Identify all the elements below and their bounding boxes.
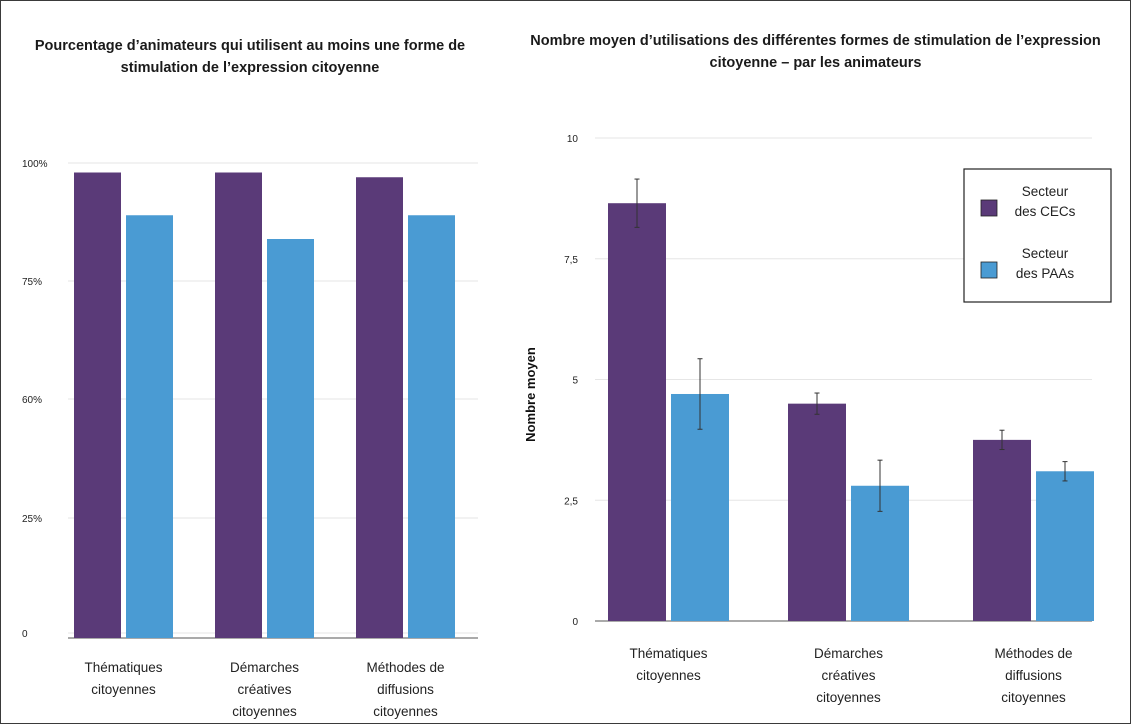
category-label: Méthodes de (366, 660, 444, 675)
category-label: Thématiques (84, 660, 162, 675)
bar (74, 172, 121, 638)
average-chart-panel: Nombre moyen d’utilisations des différen… (500, 0, 1131, 724)
category-label: diffusions (377, 682, 434, 697)
category-label: diffusions (1005, 668, 1062, 683)
percentage-chart: 100% 75% 60% 25% 0 Thématiques citoyennes Démar… (22, 159, 478, 719)
category-label: Thématiques (629, 646, 707, 661)
bar (215, 172, 262, 638)
legend-label: Secteur (1022, 184, 1069, 199)
percentage-chart-panel: Pourcentage d’animateurs qui utilisent a… (0, 0, 500, 724)
y-tick-label: 0 (572, 617, 578, 628)
y-tick-label: 5 (572, 376, 578, 387)
category-label: Démarches (814, 646, 883, 661)
bar (973, 439, 1031, 621)
y-tick-label: 2,5 (564, 496, 578, 507)
category-label: citoyennes (816, 690, 881, 705)
category-label: créatives (821, 668, 875, 683)
category-label: citoyennes (1001, 690, 1066, 705)
bar (356, 177, 403, 638)
bar (267, 239, 314, 638)
legend-label: des CECs (1015, 204, 1076, 219)
bar (788, 403, 846, 621)
category-label: Démarches (230, 660, 299, 675)
legend-label: des PAAs (1016, 266, 1075, 281)
category-label: créatives (237, 682, 291, 697)
category-label: citoyennes (232, 704, 297, 719)
legend-box (963, 168, 1112, 303)
bar (1036, 471, 1094, 621)
bar (608, 203, 666, 621)
legend-swatch (980, 261, 998, 279)
y-tick-label: 10 (567, 134, 579, 145)
legend-swatch (980, 199, 998, 217)
bar (408, 215, 455, 638)
average-chart-title: Nombre moyen d’utilisations des différen… (530, 33, 1101, 71)
average-chart: 10 7,5 5 2,5 0 Nombre moyen Thématiques citoyen… (523, 134, 1112, 705)
y-tick-label: 75% (22, 277, 42, 288)
y-tick-label: 25% (22, 514, 42, 525)
percentage-chart-title: Pourcentage d’animateurs qui utilisent a… (34, 38, 466, 76)
category-label: citoyennes (636, 668, 701, 683)
legend-label: Secteur (1022, 246, 1069, 261)
bar (126, 215, 173, 638)
category-label: Méthodes de (994, 646, 1072, 661)
y-axis-title: Nombre moyen (523, 347, 538, 442)
bar (671, 393, 729, 621)
y-tick-label: 7,5 (564, 255, 578, 266)
category-label: citoyennes (373, 704, 438, 719)
y-tick-label: 60% (22, 395, 42, 406)
y-tick-label: 0 (22, 629, 28, 640)
y-tick-label: 100% (22, 159, 48, 170)
category-label: citoyennes (91, 682, 156, 697)
